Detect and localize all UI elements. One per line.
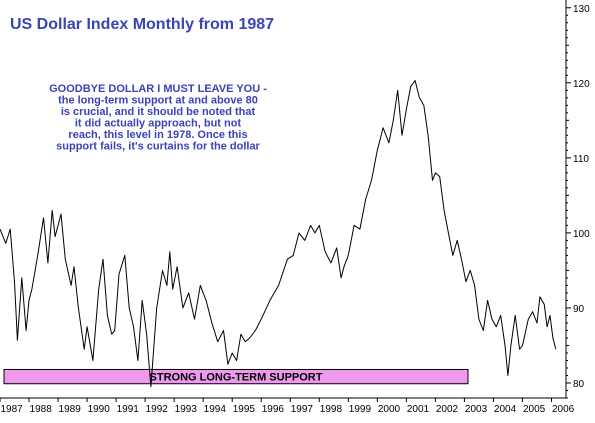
y-tick-label: 110 [573,154,589,165]
x-tick-label: 2000 [378,404,401,415]
y-axis: 80 90 100 110 120 130 [565,0,590,399]
y-tick-label: 80 [573,379,585,390]
series-line [0,80,557,388]
x-tick-label: 1988 [30,404,53,415]
x-tick-label: 2004 [494,404,517,415]
y-tick-label: 100 [573,229,590,240]
x-tick-label: 2006 [552,404,575,415]
annotation-line: it did actually approach, but not [75,118,242,130]
annotation-line: the long-term support at and above 80 [58,95,258,107]
x-tick-label: 1987 [1,404,24,415]
x-tick-label: 1997 [291,404,314,415]
x-tick-label: 1996 [262,404,285,415]
support-zone: STRONG LONG-TERM SUPPORT [3,368,469,385]
x-tick-label: 2003 [465,404,488,415]
x-tick-label: 1991 [117,404,140,415]
y-tick-label: 130 [573,4,590,15]
x-tick-label: 1993 [175,404,198,415]
y-tick-label: 120 [573,79,590,90]
x-tick-label: 1990 [88,404,111,415]
x-tick-label: 1998 [320,404,343,415]
x-tick-label: 2005 [523,404,546,415]
annotation-line: support fails, it's curtains for the dol… [56,141,260,153]
y-tick-label: 90 [573,304,585,315]
x-axis: 1987 1988 1989 1990 1991 1992 1993 1994 1995 1996… [0,397,575,415]
x-tick-label: 1992 [146,404,169,415]
x-tick-label: 1994 [204,404,227,415]
annotation-line: reach, this level in 1978. Once this [68,129,247,141]
annotation-line: is crucial, and it should be noted that [61,106,256,118]
support-band [3,368,469,385]
x-tick-label: 1995 [233,404,256,415]
annotation-line: GOODBYE DOLLAR I MUST LEAVE YOU - [49,83,267,95]
support-label: STRONG LONG-TERM SUPPORT [150,372,323,384]
x-tick-label: 2002 [436,404,459,415]
x-tick-label: 1989 [59,404,82,415]
x-tick-label: 1999 [349,404,372,415]
x-tick-label: 2001 [407,404,430,415]
annotation-text: GOODBYE DOLLAR I MUST LEAVE YOU -the lon… [49,83,267,153]
chart-title: US Dollar Index Monthly from 1987 [10,16,274,33]
price-series [0,80,557,388]
